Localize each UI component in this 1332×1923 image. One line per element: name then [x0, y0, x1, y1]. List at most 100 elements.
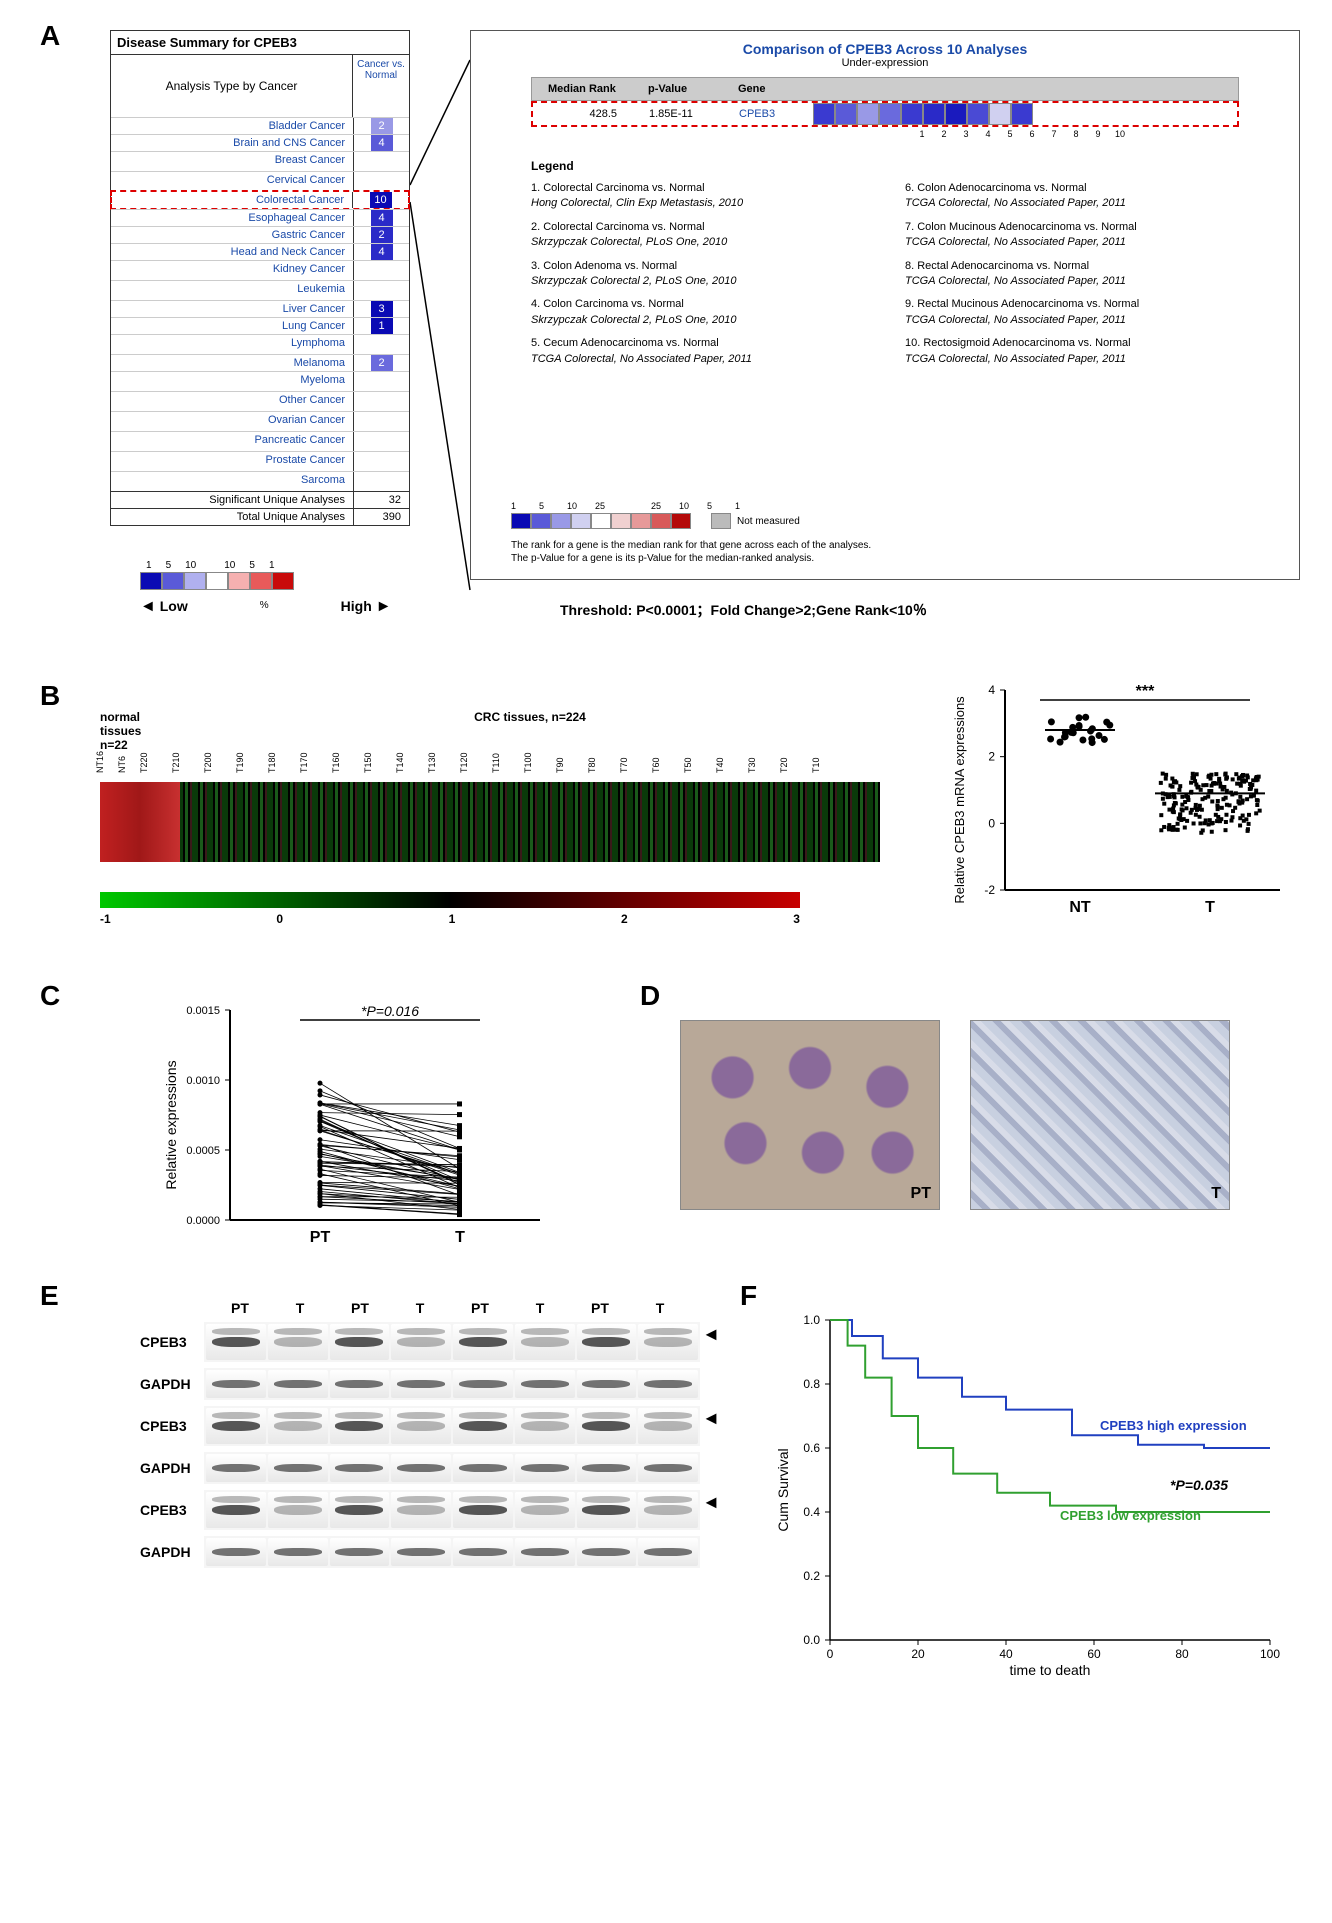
table-row: Prostate Cancer: [111, 451, 409, 471]
rank-numbers: 12345678910: [911, 129, 1279, 139]
heatmap-colorbar: [100, 892, 800, 908]
svg-text:4: 4: [988, 683, 995, 697]
svg-text:0.4: 0.4: [803, 1505, 820, 1519]
comparison-subtitle: Under-expression: [491, 57, 1279, 69]
table-row: Gastric Cancer2: [111, 226, 409, 243]
table-row: Ovarian Cancer: [111, 411, 409, 431]
legend-col-right: 6. Colon Adenocarcinoma vs. NormalTCGA C…: [905, 181, 1239, 375]
table-row: Lymphoma: [111, 334, 409, 354]
heatmap-label-crc: CRC tissues, n=224: [180, 710, 880, 752]
svg-text:NT: NT: [1069, 899, 1091, 916]
svg-text:1.0: 1.0: [803, 1313, 820, 1327]
heatmap: [100, 782, 880, 862]
ylabel: Relative CPEB3 mRNA expressions: [952, 696, 967, 904]
svg-text:100: 100: [1260, 1647, 1280, 1661]
comparison-panel: Comparison of CPEB3 Across 10 Analyses U…: [470, 30, 1300, 580]
significant-analyses-row: Significant Unique Analyses 32: [111, 491, 409, 508]
table-row: Lung Cancer1: [111, 317, 409, 334]
svg-text:PT: PT: [310, 1229, 331, 1246]
western-blot: PTTPTTPTTPTT CPEB3◄ GAPDH CPEB3◄ GAPDH CPEB3…: [140, 1300, 700, 1568]
threshold-text: Threshold: P<0.0001；Fold Change>2;Gene R…: [560, 600, 927, 620]
panel-b: B normal tissuesn=22 CRC tissues, n=224 …: [40, 680, 1292, 960]
ihc-image-pt: PT: [680, 1020, 940, 1210]
wb-header: PTTPTTPTTPTT: [210, 1300, 700, 1316]
svg-text:60: 60: [1087, 1647, 1101, 1661]
wb-row: CPEB3◄: [140, 1322, 700, 1362]
panel-label-b: B: [40, 680, 60, 712]
svg-text:0.2: 0.2: [803, 1569, 820, 1583]
svg-text:0.0015: 0.0015: [186, 1005, 220, 1017]
svg-text:CPEB3 low expression: CPEB3 low expression: [1060, 1508, 1201, 1523]
comparison-title: Comparison of CPEB3 Across 10 Analyses: [491, 41, 1279, 57]
svg-text:0.0005: 0.0005: [186, 1145, 220, 1157]
wb-row: CPEB3◄: [140, 1490, 700, 1530]
bottom-legend-gradient: Not measured: [511, 513, 800, 529]
paired-chart-c: Relative expressions 0.00000.00050.00100…: [160, 1000, 560, 1250]
panel-label-a: A: [40, 20, 60, 52]
bottom-legend-nums: 151025251051: [511, 501, 755, 511]
header-analysis-type: Analysis Type by Cancer: [111, 55, 353, 117]
svg-text:-2: -2: [984, 883, 995, 897]
table-header: Analysis Type by Cancer Cancer vs. Norma…: [111, 54, 409, 117]
table-row: Head and Neck Cancer4: [111, 243, 409, 260]
heatmap-label-normal: normal tissuesn=22: [100, 710, 180, 752]
scatter-plot-b: Relative CPEB3 mRNA expressions -2 0 2 4 NT…: [950, 680, 1300, 920]
svg-text:Cum Survival: Cum Survival: [775, 1448, 791, 1531]
table-row: Myeloma: [111, 371, 409, 391]
table-row: Other Cancer: [111, 391, 409, 411]
wb-row: CPEB3◄: [140, 1406, 700, 1446]
panel-a: A Disease Summary for CPEB3 Analysis Typ…: [40, 20, 1292, 660]
svg-text:Relative expressions: Relative expressions: [163, 1060, 179, 1189]
total-analyses-row: Total Unique Analyses 390: [111, 508, 409, 525]
ihc-image-t: T: [970, 1020, 1230, 1210]
table-row: Sarcoma: [111, 471, 409, 491]
table-row: Cervical Cancer: [111, 171, 409, 191]
panel-label-e: E: [40, 1280, 59, 1312]
panel-ef-row: E F PTTPTTPTTPTT CPEB3◄ GAPDH CPEB3◄ GAPDH C…: [40, 1280, 1292, 1700]
comparison-data-row: 428.5 1.85E-11 CPEB3: [531, 101, 1239, 127]
table-row: Liver Cancer3: [111, 300, 409, 317]
comparison-legend: Legend 1. Colorectal Carcinoma vs. Norma…: [531, 159, 1239, 375]
legend-gradient: [140, 572, 294, 590]
svg-text:40: 40: [999, 1647, 1013, 1661]
table-row: Esophageal Cancer4: [111, 209, 409, 226]
table-row: Breast Cancer: [111, 151, 409, 171]
svg-text:20: 20: [911, 1647, 925, 1661]
svg-text:0.8: 0.8: [803, 1377, 820, 1391]
table-title: Disease Summary for CPEB3: [111, 31, 409, 54]
panel-cd-row: C D Relative expressions 0.00000.00050.0…: [40, 980, 1292, 1260]
svg-text:time to death: time to death: [1010, 1662, 1091, 1678]
heatmap-sample-ticks: NT16NT6T220T210T200T190T180T170T160T150T…: [100, 758, 880, 778]
table-row: Melanoma2: [111, 354, 409, 371]
survival-plot: Cum Survival time to death 0.00.20.40.60…: [770, 1300, 1280, 1680]
heatmap-area: normal tissuesn=22 CRC tissues, n=224 NT…: [100, 710, 880, 926]
legend-scale-numbers: 15101051: [146, 560, 275, 571]
table-row: Colorectal Cancer10: [110, 190, 410, 210]
legend-col-left: 1. Colorectal Carcinoma vs. NormalHong C…: [531, 181, 865, 375]
panel-label-f: F: [740, 1280, 757, 1312]
table-row: Bladder Cancer2: [111, 117, 409, 134]
svg-text:80: 80: [1175, 1647, 1189, 1661]
svg-text:0.0000: 0.0000: [186, 1215, 220, 1227]
svg-text:0: 0: [827, 1647, 834, 1661]
svg-text:T: T: [1205, 899, 1215, 916]
svg-text:***: ***: [1136, 683, 1155, 700]
table-row: Leukemia: [111, 280, 409, 300]
heatmap-scale: -10123: [100, 912, 800, 926]
disease-summary-table: Disease Summary for CPEB3 Analysis Type …: [110, 30, 410, 526]
svg-text:*P=0.035: *P=0.035: [1170, 1477, 1228, 1493]
header-cancer-vs-normal: Cancer vs. Normal: [353, 55, 409, 117]
ihc-images: PT T: [680, 1020, 1230, 1210]
svg-text:0: 0: [988, 816, 995, 830]
wb-row: GAPDH: [140, 1536, 700, 1568]
svg-text:2: 2: [988, 750, 995, 764]
svg-text:*P=0.016: *P=0.016: [361, 1003, 419, 1019]
svg-text:T: T: [455, 1229, 465, 1246]
panel-label-c: C: [40, 980, 60, 1012]
svg-text:0.0: 0.0: [803, 1633, 820, 1647]
svg-text:CPEB3 high expression: CPEB3 high expression: [1100, 1418, 1247, 1433]
rank-heat-boxes: [813, 103, 1033, 125]
comparison-footnote: The rank for a gene is the median rank f…: [511, 539, 871, 565]
table-row: Pancreatic Cancer: [111, 431, 409, 451]
wb-row: GAPDH: [140, 1452, 700, 1484]
